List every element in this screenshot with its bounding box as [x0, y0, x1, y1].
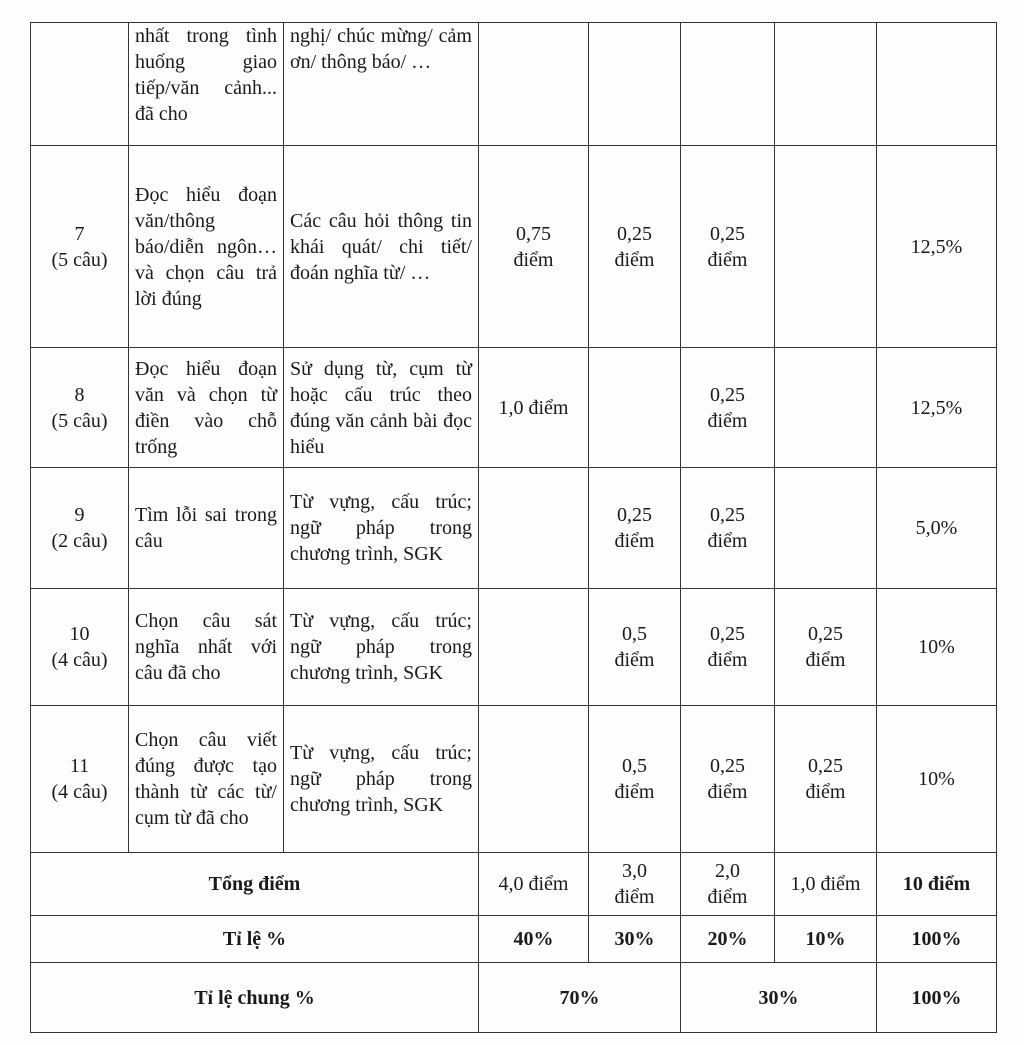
ratio-common-all: 100% — [876, 962, 997, 1033]
percent-cell: 10% — [876, 588, 997, 706]
content-cell: nhất trong tình huống giao tiếp/văn cảnh… — [128, 22, 284, 146]
question-number: 11 — [69, 755, 90, 777]
description-cell: nghị/ chúc mừng/ cảm ơn/ thông báo/ … — [283, 22, 479, 146]
ratio-common-row: Tỉ lệ chung % 70% 30% 100% — [30, 962, 997, 1033]
total-row: Tổng điểm 4,0 điểm 3,0 điểm 2,0 điểm 1,0… — [30, 852, 997, 916]
score-s4: 0,25 điểm — [805, 623, 846, 671]
score-s3: 0,25 điểm — [707, 383, 748, 432]
percent-cell — [876, 22, 997, 146]
ratio-s1: 40% — [478, 915, 589, 963]
question-count: (4 câu) — [51, 781, 108, 803]
score-s4: 0,25 điểm — [805, 755, 846, 803]
exam-matrix-table: nhất trong tình huống giao tiếp/văn cảnh… — [30, 22, 997, 1033]
score-s3: 0,25 điểm — [707, 222, 748, 271]
total-s2: 3,0 điểm — [614, 860, 655, 908]
ratio-s3: 20% — [680, 915, 775, 963]
score-s2: 0,25 điểm — [614, 222, 655, 271]
description-cell: Sử dụng từ, cụm từ hoặc cấu trúc theo đú… — [283, 347, 479, 468]
question-count: (5 câu) — [51, 409, 108, 432]
content-cell: Chọn câu viết đúng được tạo thành từ các… — [128, 705, 284, 853]
question-count: (5 câu) — [51, 248, 108, 271]
score-s2: 0,5 điểm — [614, 755, 655, 803]
score-s3: 0,25 điểm — [707, 504, 748, 552]
score-s3: 0,25 điểm — [707, 623, 748, 671]
question-number: 10 — [69, 623, 90, 645]
table-row: 8 (5 câu) Đọc hiểu đoạn văn và chọn từ điề… — [30, 347, 997, 468]
table-row: 10 (4 câu) Chọn câu sát nghĩa nhất với câu… — [30, 588, 997, 706]
percent-cell: 12,5% — [876, 145, 997, 348]
score-s1: 0,75 điểm — [513, 222, 554, 271]
description-cell: Từ vựng, cấu trúc; ngữ pháp trong chương… — [283, 588, 479, 706]
ratio-s4: 10% — [774, 915, 877, 963]
description-cell: Các câu hỏi thông tin khái quát/ chi tiế… — [283, 145, 479, 348]
score-s2: 0,25 điểm — [614, 504, 655, 552]
total-label: Tổng điểm — [30, 852, 479, 916]
question-number: 8 — [74, 383, 85, 406]
total-s4: 1,0 điểm — [774, 852, 877, 916]
table-row: 11 (4 câu) Chọn câu viết đúng được tạo thà… — [30, 705, 997, 853]
question-number: 7 — [74, 222, 85, 245]
score-s2: 0,5 điểm — [614, 623, 655, 671]
question-count: (2 câu) — [51, 530, 108, 552]
score-s1: 1,0 điểm — [498, 396, 569, 419]
table-row: 7 (5 câu) Đọc hiểu đoạn văn/thông báo/diễn… — [30, 145, 997, 348]
content-cell: Tìm lỗi sai trong câu — [128, 467, 284, 589]
ratio-all: 100% — [876, 915, 997, 963]
table-row: 9 (2 câu) Tìm lỗi sai trong câu Từ vựng, cấ… — [30, 467, 997, 589]
ratio-s2: 30% — [588, 915, 681, 963]
score-s3: 0,25 điểm — [707, 755, 748, 803]
table-row: nhất trong tình huống giao tiếp/văn cảnh… — [30, 22, 997, 146]
content-cell: Đọc hiểu đoạn văn/thông báo/diễn ngôn…và… — [128, 145, 284, 348]
percent-cell: 10% — [876, 705, 997, 853]
ratio-label: Tỉ lệ % — [30, 915, 479, 963]
description-cell: Từ vựng, cấu trúc; ngữ pháp trong chương… — [283, 467, 479, 589]
content-cell: Chọn câu sát nghĩa nhất với câu đã cho — [128, 588, 284, 706]
total-all: 10 điểm — [876, 852, 997, 916]
total-s3: 2,0 điểm — [707, 860, 748, 908]
content-cell: Đọc hiểu đoạn văn và chọn từ điền vào ch… — [128, 347, 284, 468]
percent-cell: 12,5% — [876, 347, 997, 468]
ratio-common-a: 70% — [478, 962, 681, 1033]
description-cell: Từ vựng, cấu trúc; ngữ pháp trong chương… — [283, 705, 479, 853]
question-count: (4 câu) — [51, 649, 108, 671]
ratio-row: Tỉ lệ % 40% 30% 20% 10% 100% — [30, 915, 997, 963]
total-s1: 4,0 điểm — [478, 852, 589, 916]
question-number: 9 — [74, 504, 85, 526]
ratio-common-label: Tỉ lệ chung % — [30, 962, 479, 1033]
percent-cell: 5,0% — [876, 467, 997, 589]
ratio-common-b: 30% — [680, 962, 877, 1033]
